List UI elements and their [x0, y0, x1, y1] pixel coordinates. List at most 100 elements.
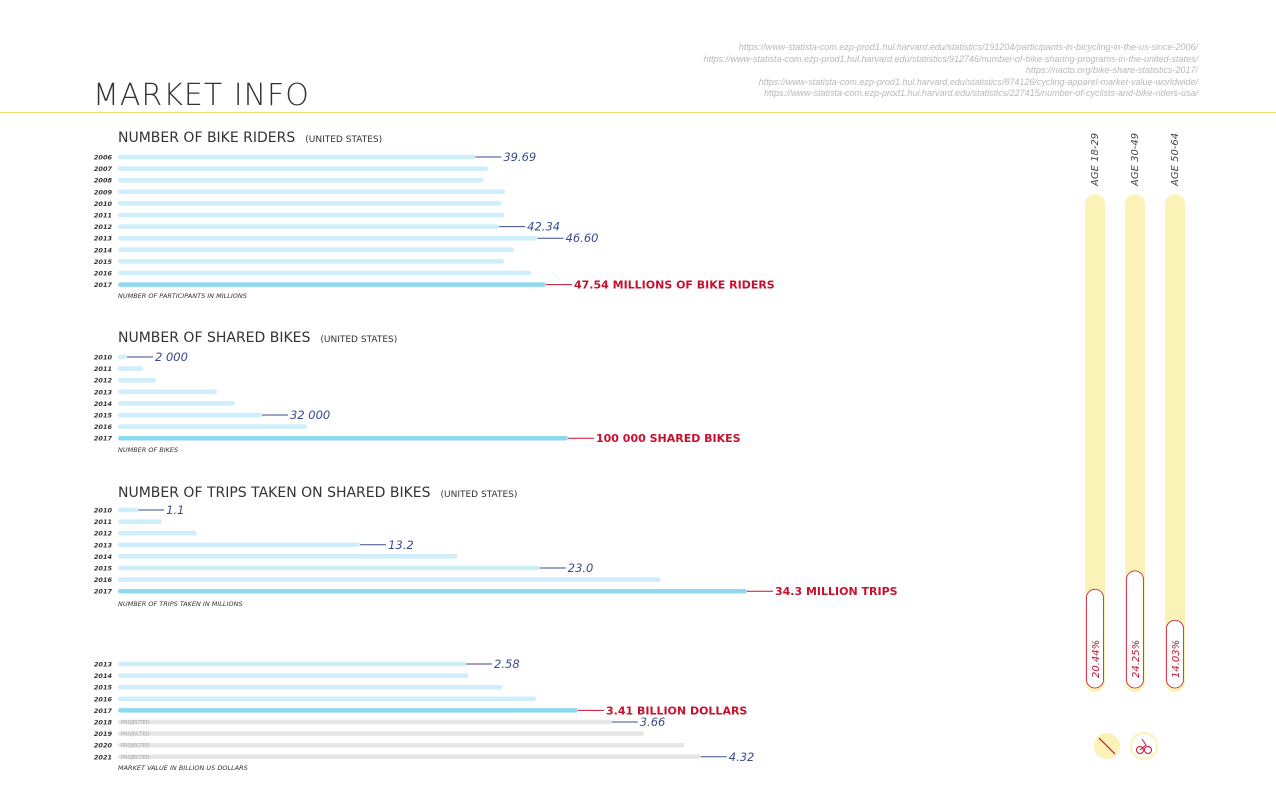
shared-data-label: 2 000: [155, 350, 188, 364]
trips-bar: [118, 519, 163, 524]
trips-bar: [118, 577, 661, 582]
shared-data-label: 100 000 SHARED BIKES: [596, 432, 741, 445]
riders-chart-subtitle: (UNITED STATES): [305, 135, 383, 145]
trips-bar: [118, 565, 540, 571]
source-link[interactable]: https://www-statista-com.ezp-prod1.hul.h…: [703, 53, 1198, 64]
age-track: [1125, 194, 1145, 692]
riders-bar: [118, 154, 476, 160]
riders-bar: [118, 224, 500, 229]
market-projected-label: PROJECTED: [121, 755, 150, 761]
cyclist-icon: [1130, 732, 1158, 760]
source-link[interactable]: https://www-statista-com.ezp-prod1.hul.h…: [738, 42, 1198, 52]
market-bar: [118, 684, 503, 690]
riders-year-label: 2009: [94, 188, 113, 196]
riders-bar: [118, 212, 505, 218]
age-axis-label: AGE 30-49: [1130, 133, 1141, 187]
shared-year-label: 2010: [94, 354, 113, 362]
trips-year-label: 2011: [94, 518, 112, 526]
market-projected-label: PROJECTED: [121, 720, 150, 726]
shared-year-label: 2013: [94, 388, 113, 396]
riders-footnote: NUMBER OF PARTICIPANTS IN MILLIONS: [118, 292, 247, 300]
shared-bar: [118, 354, 127, 360]
trips-year-label: 2015: [94, 565, 113, 573]
no-cycling-icon-slash: [1098, 737, 1116, 755]
source-link[interactable]: https://nacto.org/bike-share-statistics-…: [1025, 65, 1198, 75]
market-bar: [118, 708, 578, 713]
trips-chart-subtitle: (UNITED STATES): [440, 490, 518, 500]
riders-bar: [118, 247, 515, 253]
age-bar: [1126, 570, 1144, 689]
shared-year-label: 2011: [94, 365, 112, 373]
trips-data-label: 1.1: [166, 503, 184, 517]
riders-year-label: 2016: [94, 270, 113, 278]
shared-bar: [118, 377, 157, 383]
trips-year-label: 2012: [94, 530, 113, 538]
age-bar: [1086, 588, 1104, 689]
trips-year-label: 2010: [94, 507, 113, 515]
riders-year-label: 2006: [94, 154, 113, 162]
trips-data-label: 23.0: [568, 561, 594, 575]
market-footnote: MARKET VALUE IN BILLION US DOLLARS: [118, 764, 248, 772]
page-title: MARKET INFO: [93, 78, 310, 113]
trips-bar: [118, 542, 361, 548]
shared-bar: [118, 366, 143, 371]
age-axis-label: AGE 50-64: [1170, 133, 1181, 187]
riders-bar: [118, 177, 484, 183]
riders-chart-title: NUMBER OF BIKE RIDERS (UNITED STATES): [118, 130, 383, 146]
shared-bar: [118, 412, 262, 418]
source-link[interactable]: https://www-statista-com.ezp-prod1.hul.h…: [763, 88, 1198, 98]
riders-year-label: 2014: [94, 246, 113, 254]
shared-year-label: 2012: [94, 377, 113, 385]
age-value-label: 20.44%: [1091, 640, 1102, 678]
age-track: [1165, 194, 1185, 692]
shared-chart-title: NUMBER OF SHARED BIKES (UNITED STATES): [118, 330, 398, 346]
market-bar: [118, 673, 469, 678]
market-year-label: 2014: [94, 672, 113, 680]
riders-year-label: 2015: [94, 258, 113, 266]
shared-footnote: NUMBER OF BIKES: [118, 446, 179, 454]
trips-year-label: 2013: [94, 541, 113, 549]
shared-bar: [118, 435, 568, 441]
trips-data-label: 13.2: [388, 538, 414, 552]
trips-chart-title: NUMBER OF TRIPS TAKEN ON SHARED BIKES (UN…: [118, 485, 518, 501]
riders-year-label: 2008: [94, 177, 113, 185]
market-year-label: 2013: [94, 661, 113, 669]
source-list: https://www-statista-com.ezp-prod1.hul.h…: [498, 42, 1198, 100]
age-value-label: 14.03%: [1171, 640, 1182, 678]
market-data-label: 3.41 BILLION DOLLARS: [606, 704, 747, 717]
shared-year-label: 2015: [94, 412, 113, 420]
riders-year-label: 2010: [94, 200, 113, 208]
trips-year-label: 2016: [94, 576, 113, 584]
trips-bar: [118, 554, 458, 559]
riders-bar: [118, 270, 532, 276]
shared-year-label: 2016: [94, 423, 113, 431]
trips-footnote: NUMBER OF TRIPS TAKEN IN MILLIONS: [118, 600, 243, 608]
riders-bar: [118, 235, 538, 241]
market-data-label: 2.58: [494, 657, 520, 671]
market-year-label: 2020: [94, 742, 113, 750]
cyclist-icon-wheel: [1144, 746, 1152, 754]
shared-bar: [118, 401, 235, 406]
market-bar: [118, 731, 645, 736]
trips-bar: [118, 507, 139, 513]
trips-year-label: 2014: [94, 553, 113, 561]
riders-bar: [118, 166, 489, 171]
market-projected-label: PROJECTED: [121, 732, 150, 738]
market-year-label: 2021: [94, 753, 112, 761]
age-axis-label: AGE 18-29: [1090, 133, 1101, 187]
market-year-label: 2019: [94, 730, 113, 738]
market-data-label: 3.66: [640, 715, 666, 729]
market-projected-label: PROJECTED: [121, 743, 150, 749]
shared-data-label: 32 000: [290, 408, 330, 422]
riders-data-label: 46.60: [566, 231, 599, 245]
riders-year-label: 2007: [94, 165, 113, 173]
source-link[interactable]: https://www-statista-com.ezp-prod1.hul.h…: [758, 76, 1198, 87]
shared-year-label: 2017: [94, 435, 113, 443]
market-data-label: 4.32: [729, 750, 755, 764]
market-year-label: 2017: [94, 707, 113, 715]
age-bar: [1166, 619, 1184, 689]
cyclist-icon-wheel: [1136, 746, 1144, 754]
market-bar: [118, 719, 612, 725]
market-year-label: 2016: [94, 695, 113, 703]
riders-year-label: 2011: [94, 212, 112, 220]
